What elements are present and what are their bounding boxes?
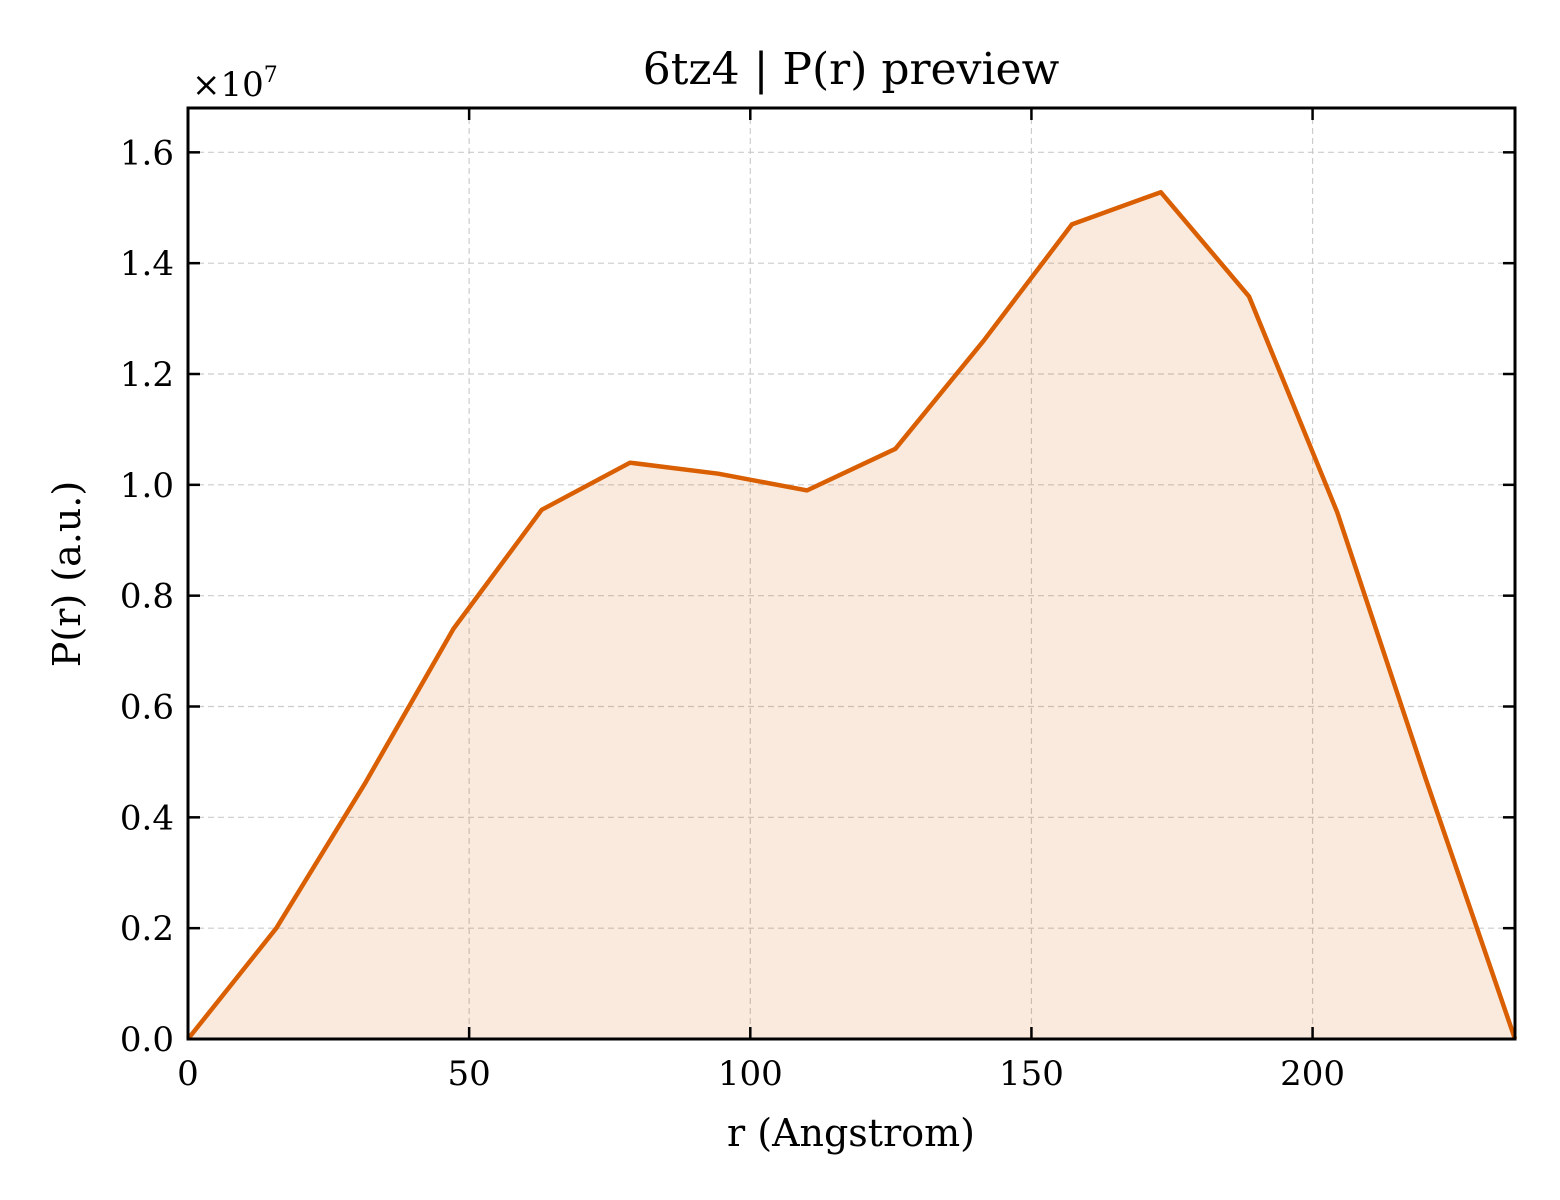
ticks-layer: 0 50 100 150 200 0.0 0.2 0.4 0.6 0.8 1.0 1.2 1.4 1.6 bbox=[120, 108, 1515, 1094]
x-tick-label: 200 bbox=[1280, 1054, 1345, 1094]
x-tick-label: 100 bbox=[718, 1054, 783, 1094]
x-axis-label: r (Angstrom) bbox=[727, 1111, 975, 1155]
y-tick-label: 0.6 bbox=[120, 688, 174, 728]
x-tick-label: 150 bbox=[999, 1054, 1064, 1094]
y-tick-label: 0.2 bbox=[120, 909, 174, 949]
y-tick-label: 0.8 bbox=[120, 577, 174, 617]
y-tick-label: 1.4 bbox=[120, 244, 174, 284]
y-multiplier-label: ×107 bbox=[192, 63, 278, 105]
y-tick-label: 0.4 bbox=[120, 798, 174, 838]
y-multiplier-exponent: 7 bbox=[264, 63, 278, 88]
series-line bbox=[186, 189, 1518, 1041]
y-tick-label: 1.6 bbox=[120, 133, 174, 173]
x-tick-label: 50 bbox=[448, 1054, 491, 1094]
chart-title: 6tz4 | P(r) preview bbox=[643, 44, 1060, 95]
y-tick-label: 1.0 bbox=[120, 466, 174, 506]
series-area-fill bbox=[188, 192, 1515, 1039]
y-axis-label: P(r) (a.u.) bbox=[45, 481, 89, 667]
x-tick-label: 0 bbox=[177, 1054, 199, 1094]
plot-frame bbox=[186, 106, 1517, 1041]
y-tick-label: 1.2 bbox=[120, 355, 174, 395]
y-tick-label: 0.0 bbox=[120, 1020, 174, 1060]
